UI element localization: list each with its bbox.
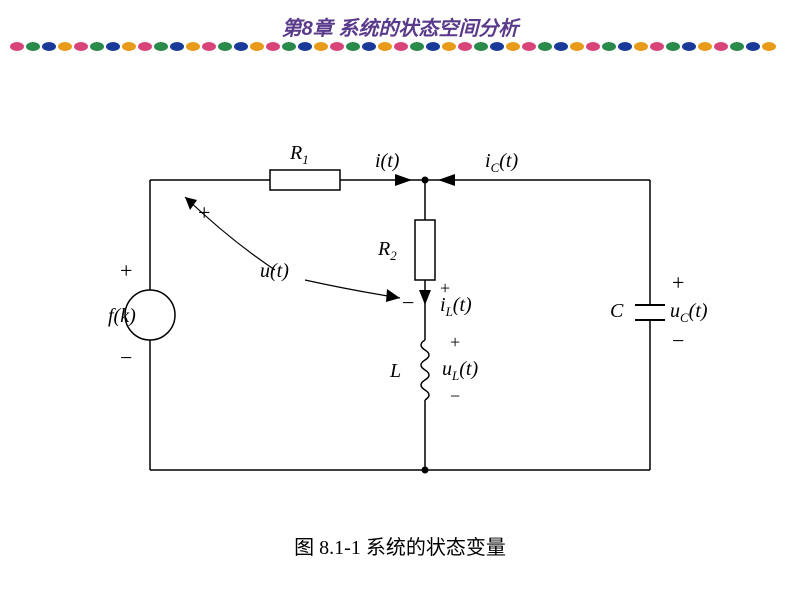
chapter-title: 第8章 系统的状态空间分析 bbox=[0, 12, 800, 41]
uc-plus: + bbox=[672, 270, 684, 296]
u-minus: − bbox=[402, 290, 414, 316]
decorative-bead-row bbox=[10, 38, 790, 50]
figure-caption: 图 8.1-1 系统的状态变量 bbox=[0, 531, 800, 560]
r2-label: R2 bbox=[378, 238, 397, 264]
source-label: f(k) bbox=[108, 305, 136, 328]
source-plus: + bbox=[120, 258, 132, 284]
u-label: u(t) bbox=[260, 260, 289, 283]
i-label: i(t) bbox=[375, 150, 399, 173]
c-label: C bbox=[610, 300, 623, 323]
ul-minus: − bbox=[450, 386, 460, 407]
r1-label: R1 bbox=[290, 142, 309, 168]
l-label: L bbox=[390, 360, 401, 383]
ic-label: iC(t) bbox=[485, 150, 518, 176]
uc-label: uC(t) bbox=[670, 300, 708, 326]
uc-minus: − bbox=[672, 328, 684, 354]
source-minus: − bbox=[120, 345, 132, 371]
u-plus: + bbox=[198, 200, 210, 226]
ul-plus: + bbox=[450, 332, 460, 353]
il-label: iL(t) bbox=[440, 294, 472, 320]
ul-label: uL(t) bbox=[442, 358, 478, 384]
